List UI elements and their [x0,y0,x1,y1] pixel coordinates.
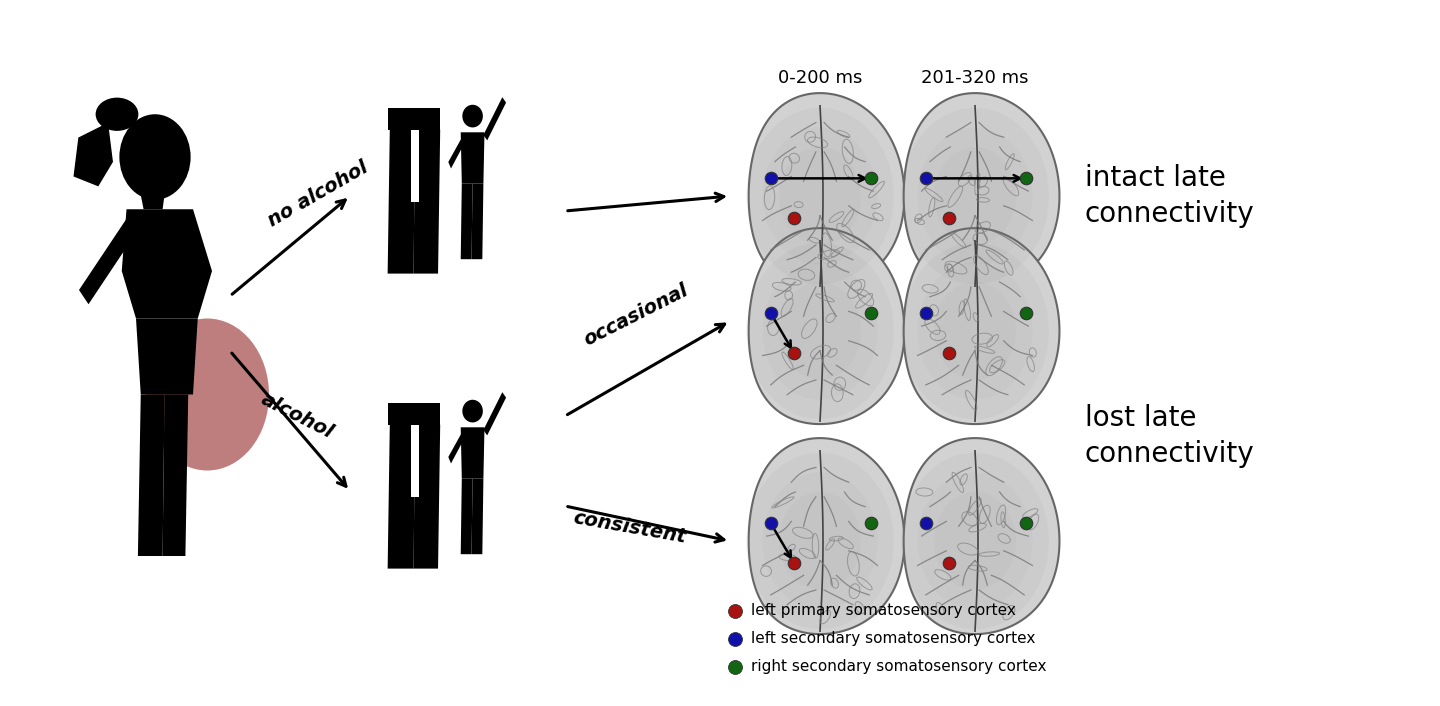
Polygon shape [749,228,904,424]
Ellipse shape [917,472,1032,609]
Polygon shape [387,424,415,568]
Ellipse shape [462,400,482,422]
Ellipse shape [746,108,894,285]
Text: right secondary somatosensory cortex: right secondary somatosensory cortex [752,659,1047,674]
Polygon shape [461,132,484,184]
Ellipse shape [763,263,877,400]
Ellipse shape [935,147,1017,245]
Text: consistent: consistent [572,508,688,547]
Polygon shape [412,424,419,496]
Text: left primary somatosensory cortex: left primary somatosensory cortex [752,604,1015,618]
Polygon shape [471,184,484,259]
Polygon shape [163,395,189,556]
Polygon shape [471,479,484,554]
Ellipse shape [120,114,190,200]
Text: alcohol: alcohol [258,390,337,442]
Text: occasional: occasional [580,281,691,350]
Polygon shape [387,403,441,424]
Ellipse shape [917,127,1032,265]
Text: lost late
connectivity: lost late connectivity [1084,404,1254,468]
Polygon shape [461,427,484,479]
Polygon shape [484,97,505,140]
Polygon shape [904,228,1060,424]
Ellipse shape [746,243,894,419]
Polygon shape [413,130,441,274]
Polygon shape [448,138,465,169]
Ellipse shape [95,97,138,131]
Polygon shape [904,93,1060,289]
Polygon shape [141,195,164,209]
Text: intact late
connectivity: intact late connectivity [1084,164,1254,229]
Polygon shape [749,438,904,634]
Polygon shape [387,130,415,274]
Ellipse shape [901,453,1048,629]
Polygon shape [122,209,212,318]
Ellipse shape [145,318,269,470]
Polygon shape [461,479,472,554]
Ellipse shape [935,492,1017,590]
Text: no alcohol: no alcohol [265,157,372,230]
Polygon shape [413,424,441,568]
Ellipse shape [763,472,877,609]
Text: 201-320 ms: 201-320 ms [922,69,1028,87]
Polygon shape [484,393,505,436]
Polygon shape [448,433,465,463]
Ellipse shape [779,492,861,590]
Text: 0-200 ms: 0-200 ms [778,69,863,87]
Polygon shape [461,184,472,259]
Ellipse shape [935,282,1017,380]
Ellipse shape [779,282,861,380]
Polygon shape [75,124,112,186]
Ellipse shape [917,263,1032,400]
Ellipse shape [901,243,1048,419]
Ellipse shape [746,453,894,629]
Polygon shape [412,130,419,202]
Ellipse shape [763,127,877,265]
Polygon shape [138,395,164,556]
Text: left secondary somatosensory cortex: left secondary somatosensory cortex [752,631,1035,647]
Polygon shape [749,93,904,289]
Polygon shape [135,318,197,395]
Ellipse shape [462,104,482,128]
Polygon shape [387,108,441,130]
Polygon shape [79,219,135,304]
Polygon shape [904,438,1060,634]
Ellipse shape [779,147,861,245]
Ellipse shape [901,108,1048,285]
